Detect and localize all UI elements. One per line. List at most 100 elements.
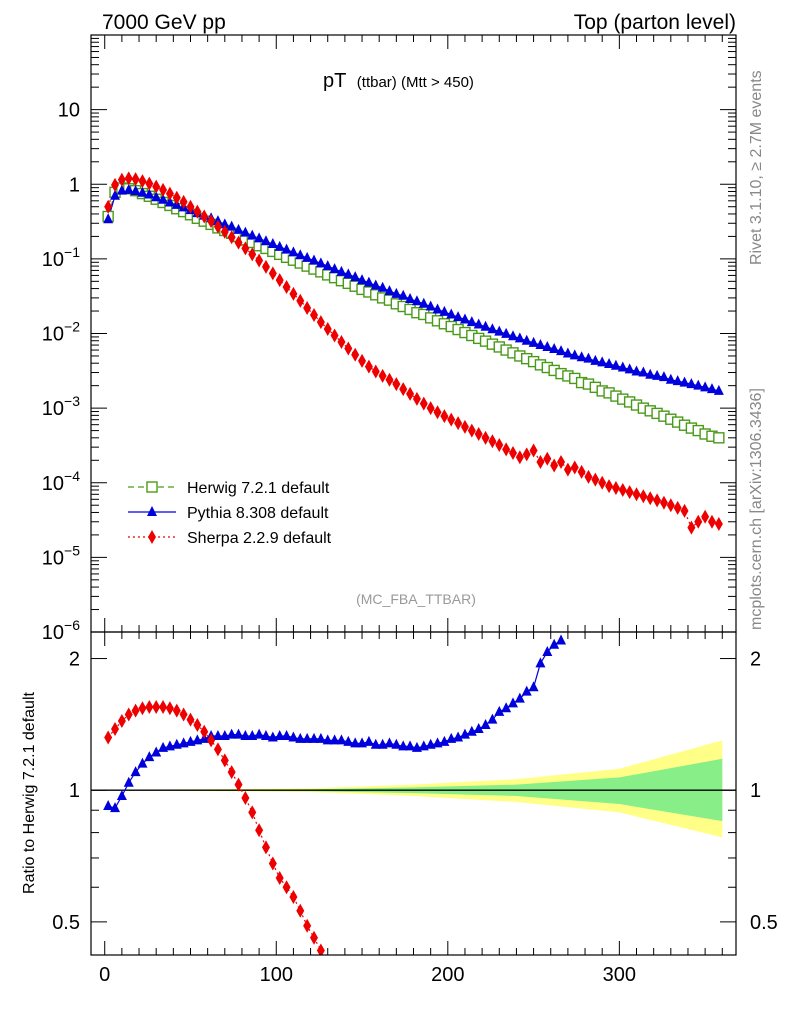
main-series-1-point <box>556 345 567 356</box>
main-series-2-point <box>639 489 648 504</box>
main-series-2-point <box>145 176 154 191</box>
main-series-1-point <box>315 257 326 268</box>
main-series-1-point <box>645 368 656 379</box>
bands-clip <box>104 740 723 838</box>
main-y-tick-label: 10−2 <box>42 319 80 346</box>
main-series-2-point <box>598 475 607 490</box>
main-series-2-point <box>646 491 655 506</box>
main-y-tick-label: 10−5 <box>42 542 80 569</box>
axis-ticks <box>91 35 736 955</box>
main-series-1-point <box>336 265 347 276</box>
main-series-2-point <box>508 446 517 461</box>
main-series-1-point <box>700 381 711 392</box>
main-series-2-point <box>701 509 710 524</box>
main-series-2-point <box>344 341 353 356</box>
main-series-1-point <box>240 226 251 237</box>
main-y-tick-label-exp: −4 <box>64 468 80 484</box>
main-series-1-point <box>617 361 628 372</box>
main-series-1-point <box>638 366 649 377</box>
x-tick-label: 100 <box>260 964 293 986</box>
ratio-series-0-point <box>384 737 395 748</box>
main-series-1-point <box>501 327 512 338</box>
main-series-2-point <box>159 182 168 197</box>
main-y-tick-label: 10−4 <box>42 468 80 495</box>
ratio-series-1-point <box>145 699 154 714</box>
main-series-1-point <box>219 218 230 229</box>
main-y-tick-label-base: 1 <box>69 174 80 196</box>
main-series-2-point <box>515 450 524 465</box>
main-series-2-point <box>653 493 662 508</box>
main-series-1-point <box>247 229 258 240</box>
main-series-2-point <box>488 434 497 449</box>
ratio-series-1-point <box>200 724 209 739</box>
main-series-1-point <box>357 274 368 285</box>
main-series-2-point <box>440 409 449 424</box>
ratio-series-0-point <box>260 730 271 741</box>
main-series-2-point <box>591 472 600 487</box>
main-series-1-point <box>418 297 429 308</box>
ratio-series-0-point <box>309 732 320 743</box>
x-tick-label: 200 <box>431 964 464 986</box>
ratio-series-0-point <box>542 646 553 657</box>
main-series-2-point <box>213 219 222 234</box>
ratio-series-0-point <box>288 731 299 742</box>
ratio-series-0-point <box>459 728 470 739</box>
ratio-series-1-point <box>193 717 202 732</box>
ratio-series-1-point <box>316 943 325 955</box>
main-y-tick-label: 10−1 <box>42 244 80 271</box>
main-series-2-point <box>227 230 236 245</box>
main-series-2-point <box>426 401 435 416</box>
ratio-series-1-point <box>303 918 312 933</box>
main-series-1-point <box>144 188 155 199</box>
main-series-2-point <box>165 186 174 201</box>
main-series-1-point <box>363 276 374 287</box>
main-series-1-point <box>569 349 580 360</box>
main-series-1-point <box>391 287 402 298</box>
main-series-2-point <box>618 482 627 497</box>
main-series-2-point <box>303 300 312 315</box>
ratio-series-1-point <box>165 701 174 716</box>
main-series-2-point <box>282 279 291 294</box>
ratio-ylabel: Ratio to Herwig 7.2.1 default <box>21 692 38 894</box>
main-series-2-point <box>529 443 538 458</box>
main-series-2-point <box>364 359 373 374</box>
ratio-series-0-point <box>549 638 560 649</box>
main-series-2-point <box>714 517 723 532</box>
ratio-series-0-point <box>343 735 354 746</box>
main-series-2-point <box>220 224 229 239</box>
rivet-label: Rivet 3.1.10, ≥ 2.7M events <box>748 70 765 265</box>
main-series-1-point <box>542 340 553 351</box>
main-series-2-point <box>323 321 332 336</box>
main-series-1-point <box>610 359 621 370</box>
main-series-2-point <box>207 214 216 229</box>
x-tick-label: 0 <box>99 964 110 986</box>
main-series-2-line <box>107 177 719 529</box>
main-series-2-point <box>186 199 195 214</box>
ratio-series-1-point <box>227 765 236 780</box>
main-series-1-point <box>137 186 148 197</box>
main-series-1-point <box>302 251 313 262</box>
main-series-2-point <box>351 347 360 362</box>
ratio-series-0-point <box>295 732 306 743</box>
plot-title-sub: (ttbar) (Mtt > 450) <box>357 74 474 91</box>
main-series-1-point <box>631 365 642 376</box>
ratio-y-tick-label: 1 <box>69 780 80 802</box>
main-series-2-point <box>447 412 456 427</box>
main-series-1-point <box>309 254 320 265</box>
ratio-series-0-point <box>528 681 539 692</box>
main-series-2-point <box>536 454 545 469</box>
legend: Herwig 7.2.1 default Pythia 8.308 default… <box>128 480 332 547</box>
main-series-1-point <box>425 300 436 311</box>
series-markers <box>102 171 725 955</box>
ratio-series-0-point <box>212 730 223 741</box>
main-series-2-point <box>495 438 504 453</box>
main-y-tick-label: 10 <box>58 100 80 122</box>
main-y-tick-label-base: 10 <box>42 473 64 495</box>
main-series-1-point <box>658 371 669 382</box>
main-series-2-point <box>138 174 147 189</box>
ratio-series-0-point <box>514 692 525 703</box>
ratio-series-0-point <box>123 776 134 787</box>
ratio-series-1-point <box>207 733 216 748</box>
ratio-series-0-point <box>363 735 374 746</box>
